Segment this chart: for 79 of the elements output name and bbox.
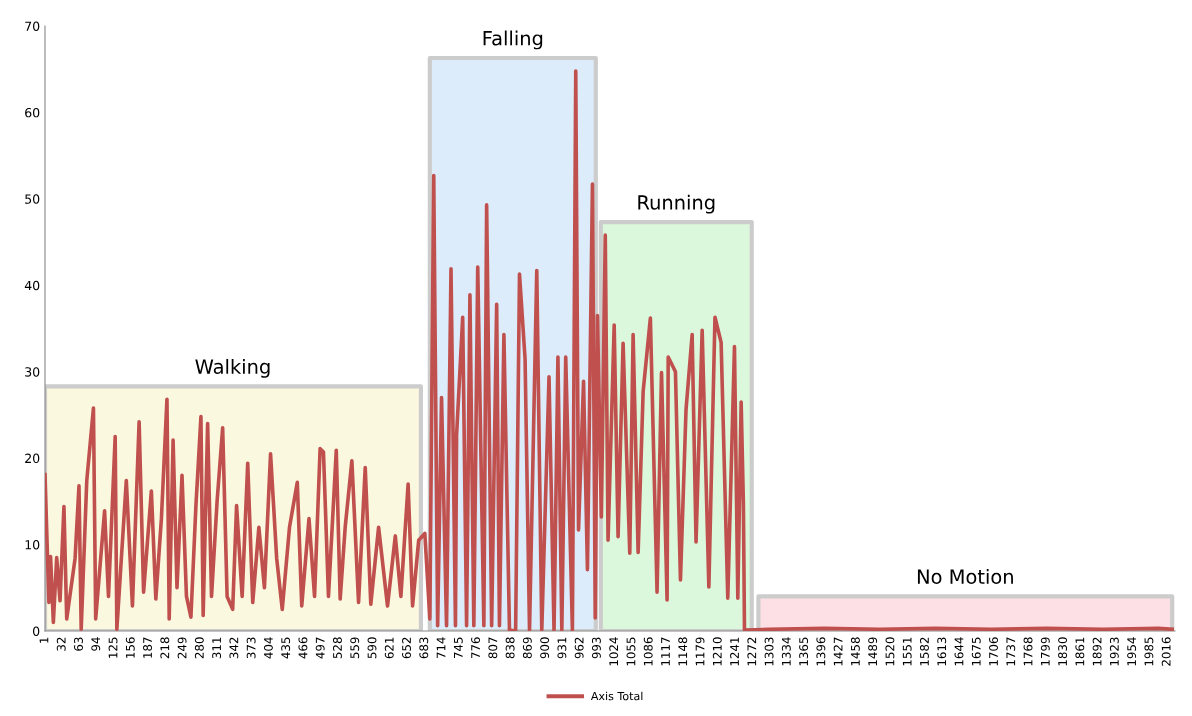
x-tick-label: 1148 (678, 637, 688, 666)
x-tick-label: 2016 (1161, 637, 1171, 666)
x-tick-label: 1241 (730, 637, 739, 666)
x-tick-label: 1055 (626, 637, 636, 666)
x-tick-label: 1365 (799, 637, 809, 666)
x-tick-label: 32 (56, 637, 66, 651)
x-tick-label: 373 (246, 637, 256, 659)
x-tick-label: 869 (522, 637, 532, 659)
y-tick-label: 40 (24, 280, 40, 291)
x-tick-label: 125 (108, 637, 118, 658)
x-tick-label: 993 (591, 637, 601, 659)
x-tick-label: 187 (143, 637, 153, 658)
x-tick-label: 714 (436, 637, 446, 659)
x-tick-label: 776 (471, 637, 481, 659)
x-tick-label: 497 (315, 637, 325, 659)
x-tick-label: 404 (263, 637, 273, 659)
x-tick-label: 1706 (989, 637, 998, 666)
x-tick-label: 249 (177, 637, 187, 659)
x-tick-label: 1644 (954, 637, 964, 666)
x-tick-label: 1 (39, 637, 49, 643)
x-tick-label: 1954 (1127, 637, 1137, 666)
x-tick-label: 962 (574, 637, 584, 659)
x-tick-label: 1768 (1023, 637, 1033, 666)
x-tick-label: 1520 (885, 637, 895, 666)
x-tick-label: 1799 (1040, 637, 1050, 666)
x-tick-label: 1892 (1092, 637, 1102, 666)
x-tick-label: 838 (505, 637, 515, 659)
x-tick-label: 1427 (833, 637, 843, 666)
y-tick-label: 0 (33, 626, 40, 636)
x-tick-label: 1210 (712, 637, 722, 666)
x-tick-label: 1613 (937, 637, 947, 666)
y-tick-label: 50 (25, 194, 40, 204)
x-tick-label: 1024 (609, 637, 619, 666)
y-tick-label: 20 (25, 453, 40, 464)
x-tick-label: 1272 (747, 637, 757, 666)
x-tick-label: 1489 (868, 637, 878, 666)
x-tick-label: 1551 (902, 637, 912, 666)
x-tick-label: 900 (540, 637, 550, 659)
band-label: Falling (483, 30, 543, 50)
x-tick-label: 1303 (764, 637, 774, 666)
x-tick-label: 807 (488, 637, 498, 659)
x-tick-label: 342 (229, 637, 239, 659)
y-tick-label: 70 (25, 21, 40, 31)
x-tick-label: 94 (91, 637, 101, 651)
x-tick-label: 1923 (1109, 637, 1119, 666)
x-tick-label: 1985 (1144, 637, 1154, 666)
x-tick-label: 1117 (661, 637, 670, 666)
x-tick-label: 1675 (971, 637, 981, 666)
x-tick-label: 1458 (850, 637, 860, 666)
x-tick-label: 1334 (781, 637, 791, 666)
x-tick-label: 1582 (919, 637, 929, 666)
x-tick-label: 1086 (643, 637, 653, 666)
y-tick-label: 30 (25, 367, 40, 377)
x-tick-label: 218 (160, 637, 170, 659)
x-tick-label: 466 (298, 637, 308, 659)
x-tick-label: 1861 (1075, 637, 1085, 666)
x-tick-label: 156 (125, 637, 135, 658)
x-tick-label: 652 (402, 637, 411, 659)
x-tick-label: 1830 (1058, 637, 1068, 666)
x-tick-label: 931 (557, 637, 567, 659)
x-tick-label: 280 (194, 637, 204, 659)
x-tick-label: 63 (74, 637, 83, 651)
y-tick-label: 60 (25, 107, 40, 118)
y-tick-label: 10 (25, 540, 40, 550)
x-tick-label: 621 (384, 637, 394, 659)
x-tick-label: 1179 (695, 637, 705, 666)
band-label: No Motion (917, 568, 1013, 585)
x-tick-label: 435 (281, 637, 291, 659)
band-label: Running (638, 194, 715, 214)
x-tick-label: 683 (419, 637, 429, 659)
x-tick-label: 590 (367, 637, 377, 659)
x-tick-label: 528 (332, 637, 342, 659)
x-tick-label: 559 (350, 637, 360, 659)
band-label: Walking (195, 358, 270, 378)
x-tick-label: 311 (212, 637, 222, 659)
x-tick-label: 745 (454, 637, 463, 659)
x-tick-label: 1396 (816, 637, 826, 666)
x-tick-label: 1737 (1006, 637, 1016, 666)
legend-label: Axis Total (590, 691, 643, 701)
